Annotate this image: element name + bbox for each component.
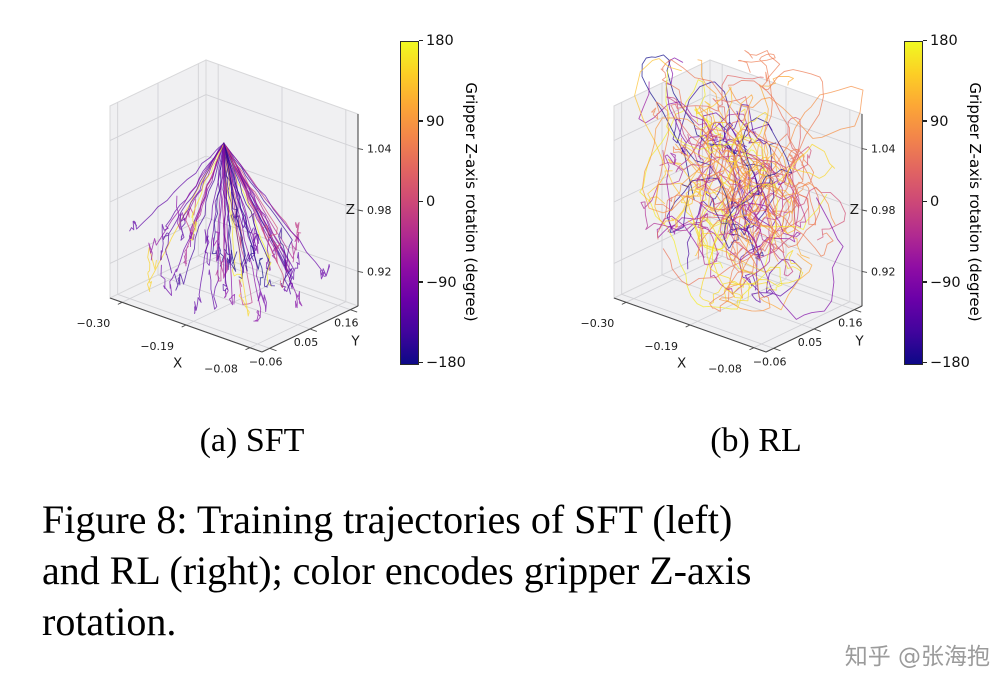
- colorbar-tick-label: −180: [419, 354, 466, 372]
- sft-colorbar: 180 90 0 −90 −180 Gripper Z-axis rotation (d…: [398, 8, 498, 396]
- axis-tick-label: 1.04: [367, 143, 392, 156]
- axis-tick-label: 0.05: [294, 336, 319, 349]
- sft-3d-plot: −0.30 −0.19 −0.08 −0.06 0.05 0.16 0.92 0.98 1.04…: [77, 59, 392, 375]
- axis-tick-label: 1.04: [871, 143, 896, 156]
- colorbar-tick-label: 0: [419, 193, 435, 211]
- colorbar-tick-label: −90: [923, 274, 961, 292]
- axis-group: −0.30 −0.19 −0.08 −0.06 0.05 0.16 0.92 0.98 1.04…: [581, 114, 896, 375]
- colorbar-label: Gripper Z-axis rotation (degree): [462, 82, 480, 322]
- axis-tick-label: −0.30: [581, 317, 615, 330]
- colorbar-label: Gripper Z-axis rotation (degree): [966, 82, 984, 322]
- axis-tick-label: 0.92: [871, 265, 896, 278]
- axis-tick-label: −0.08: [708, 362, 742, 375]
- axis-tick-label: 0.05: [798, 336, 823, 349]
- colorbar-tick-label: 0: [923, 193, 939, 211]
- x-axis-label: X: [173, 356, 182, 372]
- trajectories-group: [634, 50, 864, 320]
- z-axis-label: Z: [850, 202, 859, 218]
- axis-tick-label: −0.08: [204, 362, 238, 375]
- axis-tick-label: −0.19: [644, 340, 678, 353]
- trajectories-group: [129, 142, 330, 322]
- axis-tick-label: −0.30: [77, 317, 111, 330]
- y-axis-label: Y: [350, 333, 360, 349]
- rl-colorbar: 180 90 0 −90 −180 Gripper Z-axis rotation (d…: [902, 8, 1002, 396]
- colorbar-ticks: 180 90 0 −90 −180: [419, 33, 471, 371]
- axis-tick-label: −0.06: [249, 355, 283, 368]
- x-axis-label: X: [677, 356, 686, 372]
- colorbar-gradient: [400, 41, 419, 365]
- axis-tick-label: 0.16: [838, 317, 863, 330]
- subcaption-sft: (a) SFT: [199, 422, 305, 459]
- colorbar-tick-label: 180: [923, 32, 958, 50]
- subcaptions-row: (a) SFT (b) RL: [0, 422, 1008, 460]
- colorbar-ticks: 180 90 0 −90 −180: [923, 33, 975, 371]
- watermark: 知乎 @张海抱: [844, 644, 990, 670]
- colorbar-gradient: [904, 41, 923, 365]
- colorbar-tick-label: −180: [923, 354, 970, 372]
- subcaption-rl: (b) RL: [710, 422, 802, 459]
- caption-line-3: rotation.: [42, 599, 177, 645]
- axis-group: −0.30 −0.19 −0.08 −0.06 0.05 0.16 0.92 0.98 1.04…: [77, 114, 392, 375]
- axis-tick-label: −0.06: [753, 355, 787, 368]
- figure-caption: Figure 8: Training trajectories of SFT (…: [42, 494, 972, 648]
- axis-tick-label: 0.16: [334, 317, 359, 330]
- colorbar-tick-label: 180: [419, 32, 454, 50]
- plots-row: −0.30 −0.19 −0.08 −0.06 0.05 0.16 0.92 0.98 1.04…: [0, 0, 1008, 400]
- colorbar-tick-label: 90: [419, 113, 444, 131]
- axis-tick-label: 0.98: [871, 204, 896, 217]
- colorbar-tick-label: 90: [923, 113, 948, 131]
- panel-sft: −0.30 −0.19 −0.08 −0.06 0.05 0.16 0.92 0.98 1.04…: [0, 8, 504, 400]
- caption-line-2: and RL (right); color encodes gripper Z-…: [42, 548, 752, 594]
- panel-rl: −0.30 −0.19 −0.08 −0.06 0.05 0.16 0.92 0.98 1.04…: [504, 8, 1008, 400]
- grid-group: [613, 63, 863, 349]
- colorbar-tick-label: −90: [419, 274, 457, 292]
- rl-3d-plot: −0.30 −0.19 −0.08 −0.06 0.05 0.16 0.92 0.98 1.04…: [581, 50, 896, 375]
- y-axis-label: Y: [854, 333, 864, 349]
- caption-line-1: Figure 8: Training trajectories of SFT (…: [42, 497, 733, 542]
- axis-tick-label: −0.19: [140, 340, 174, 353]
- axis-tick-label: 0.98: [367, 204, 392, 217]
- z-axis-label: Z: [346, 202, 355, 218]
- axis-tick-label: 0.92: [367, 265, 392, 278]
